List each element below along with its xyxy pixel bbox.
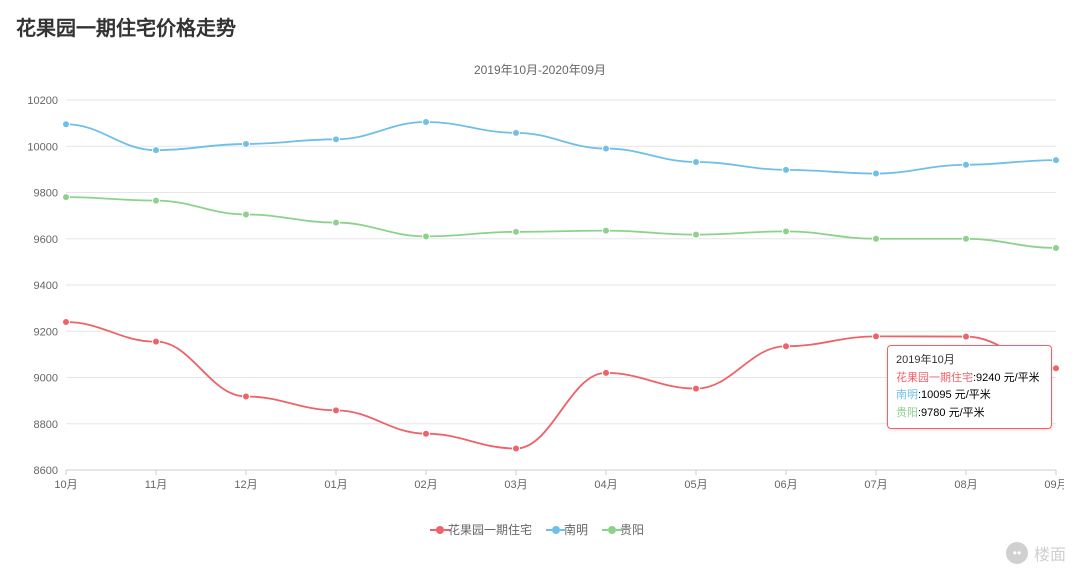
tooltip-row: 南明:10095 元/平米 [896, 387, 1043, 405]
svg-text:01月: 01月 [324, 479, 347, 491]
svg-text:02月: 02月 [414, 479, 437, 491]
svg-text:11月: 11月 [145, 479, 167, 491]
tooltip-row: 贵阳:9780 元/平米 [896, 405, 1043, 423]
svg-text:08月: 08月 [954, 479, 977, 491]
svg-text:05月: 05月 [684, 479, 707, 491]
price-trend-chart: 8600 8800 9000 9200 9400 9600 9800 10000 10200 10… [16, 90, 1064, 510]
svg-text:09月: 09月 [1044, 479, 1064, 491]
svg-text:9200: 9200 [34, 326, 58, 338]
legend-marker-icon [608, 526, 616, 534]
legend-marker-icon [552, 526, 560, 534]
wechat-icon: •• [1006, 542, 1028, 564]
svg-text:04月: 04月 [594, 479, 617, 491]
legend-label: 南明 [564, 521, 588, 538]
svg-text:8800: 8800 [34, 419, 58, 431]
chart-legend: 花果园一期住宅 南明 贵阳 [0, 521, 1080, 538]
chart-subtitle: 2019年10月-2020年09月 [0, 61, 1080, 78]
page-title: 花果园一期住宅价格走势 [0, 0, 1080, 41]
legend-item: 南明 [552, 521, 588, 538]
svg-text:9600: 9600 [34, 234, 58, 246]
tooltip-row: 花果园一期住宅:9240 元/平米 [896, 370, 1043, 388]
tooltip-series-label: 南明 [896, 389, 918, 401]
watermark: •• 楼面 [1006, 541, 1066, 565]
svg-text:9800: 9800 [34, 188, 58, 200]
tooltip-series-label: 花果园一期住宅 [896, 372, 973, 384]
chart-tooltip: 2019年10月 花果园一期住宅:9240 元/平米 南明:10095 元/平米… [887, 345, 1052, 429]
svg-text:03月: 03月 [504, 479, 527, 491]
svg-text:06月: 06月 [774, 479, 797, 491]
tooltip-title: 2019年10月 [896, 352, 1043, 370]
legend-label: 花果园一期住宅 [448, 521, 532, 538]
tooltip-value: :10095 元/平米 [918, 389, 991, 401]
legend-item: 贵阳 [608, 521, 644, 538]
svg-text:9000: 9000 [34, 373, 58, 385]
tooltip-value: :9780 元/平米 [918, 407, 985, 419]
legend-item: 花果园一期住宅 [436, 521, 532, 538]
svg-text:12月: 12月 [234, 479, 257, 491]
svg-text:10000: 10000 [27, 141, 58, 153]
svg-text:10月: 10月 [54, 479, 77, 491]
tooltip-series-label: 贵阳 [896, 407, 918, 419]
svg-text:10200: 10200 [27, 95, 58, 107]
svg-text:8600: 8600 [34, 465, 58, 477]
svg-text:07月: 07月 [864, 479, 887, 491]
tooltip-value: :9240 元/平米 [973, 372, 1040, 384]
legend-marker-icon [436, 526, 444, 534]
watermark-text: 楼面 [1034, 541, 1066, 565]
svg-text:9400: 9400 [34, 280, 58, 292]
legend-label: 贵阳 [620, 521, 644, 538]
